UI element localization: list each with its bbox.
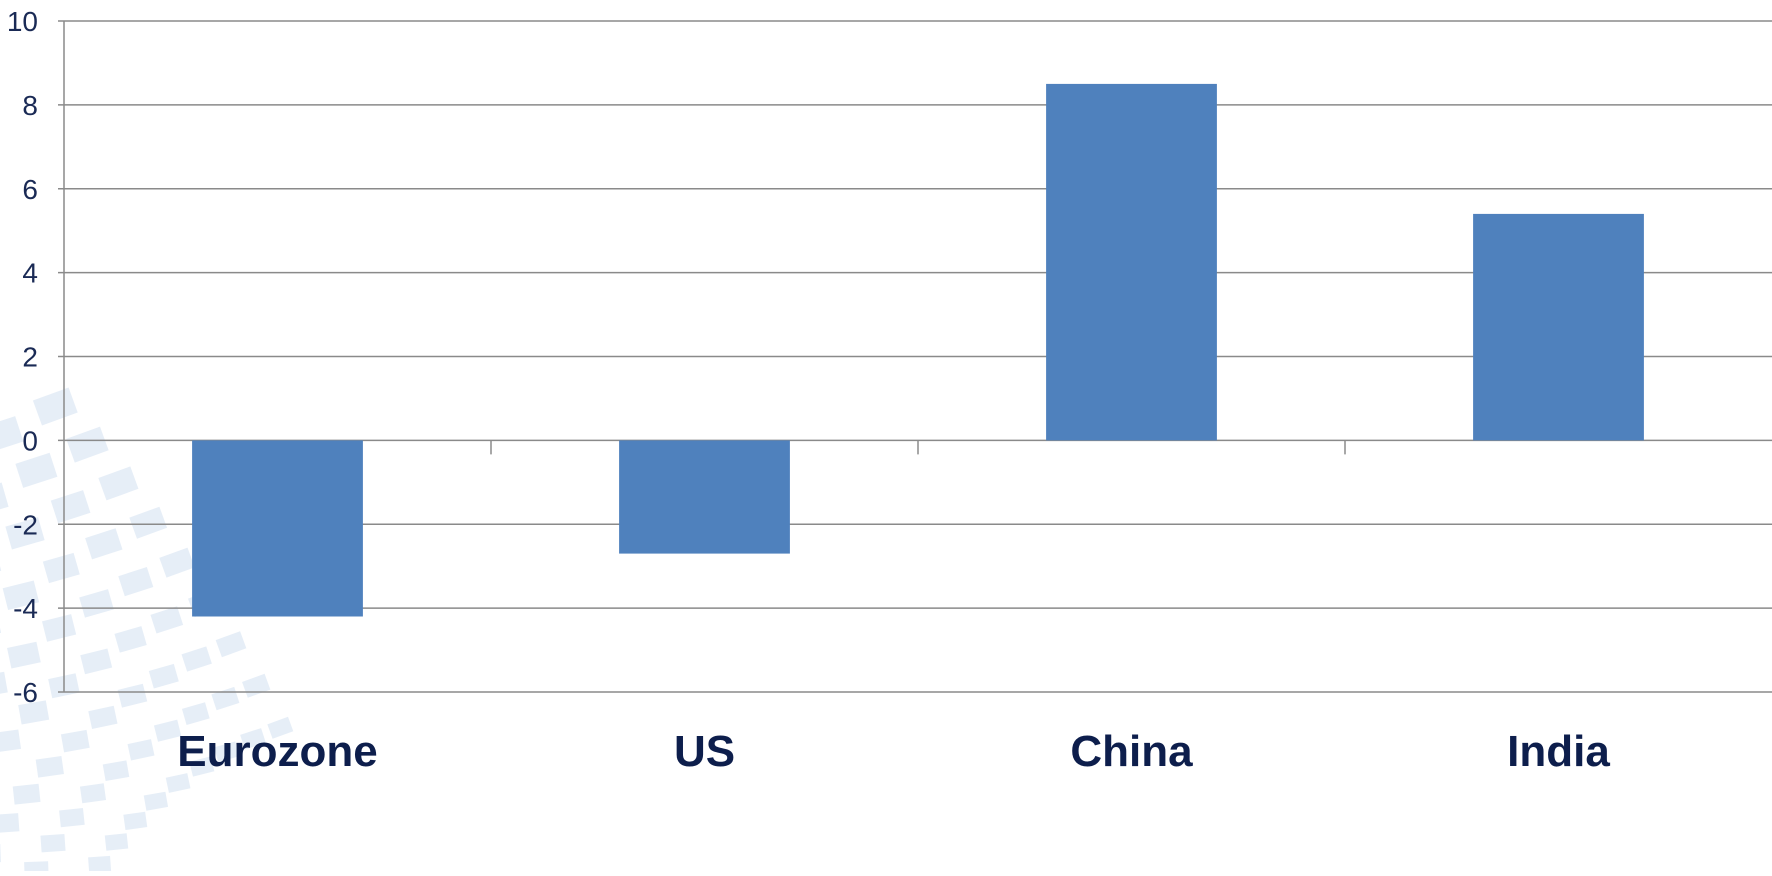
bars: [192, 83, 1644, 617]
pattern-tile: [123, 811, 148, 831]
pattern-tile: [80, 648, 113, 675]
pattern-tile: [129, 506, 168, 539]
pattern-tile: [79, 783, 107, 804]
x-category-labels: Eurozone US China India: [177, 727, 1610, 776]
pattern-tile: [59, 807, 85, 828]
y-tick-labels: 10 8 6 4 2 0 -2 -4 -6: [7, 6, 38, 708]
bar-eurozone: [192, 440, 363, 617]
pattern-tile: [60, 729, 90, 753]
pattern-tile: [150, 606, 184, 634]
pattern-tile: [102, 760, 130, 782]
pattern-tile: [88, 705, 118, 730]
pattern-tile: [214, 741, 240, 763]
pattern-tile: [79, 589, 114, 618]
pattern-tile: [118, 566, 154, 597]
pattern-tile: [267, 716, 294, 739]
pattern-tile: [215, 631, 247, 658]
pattern-tile: [32, 387, 78, 426]
y-tick-label: 4: [22, 258, 38, 289]
pattern-tile: [15, 452, 58, 488]
x-category-label: Eurozone: [177, 727, 377, 776]
pattern-tile: [181, 646, 212, 672]
pattern-tile: [24, 861, 49, 876]
y-tick-label: -4: [13, 593, 38, 624]
bar-india: [1473, 213, 1644, 441]
bar-china: [1046, 83, 1217, 441]
pattern-tile: [50, 490, 91, 524]
pattern-tile: [42, 614, 77, 642]
pattern-tile: [165, 773, 191, 793]
pattern-tile: [0, 671, 8, 698]
pattern-tile: [127, 739, 155, 761]
x-category-label: China: [1070, 727, 1193, 776]
pattern-tile: [0, 843, 1, 864]
pattern-tile: [117, 683, 148, 708]
pattern-tile: [0, 416, 24, 454]
y-tick-label: 6: [22, 174, 38, 205]
x-category-label: US: [674, 727, 735, 776]
pattern-tile: [85, 528, 123, 560]
pattern-tile: [0, 610, 2, 640]
y-tick-label: -6: [13, 677, 38, 708]
pattern-tile: [153, 719, 182, 742]
pattern-tile: [35, 755, 64, 778]
pattern-tile: [240, 728, 266, 750]
pattern-tile: [0, 482, 9, 517]
pattern-tile: [0, 813, 20, 834]
pattern-tile: [114, 626, 147, 653]
y-tick-label: -2: [13, 509, 38, 540]
y-tick-label: 2: [22, 342, 38, 373]
pattern-tile: [0, 547, 2, 579]
pattern-tile: [66, 426, 109, 463]
pattern-tile: [40, 833, 66, 853]
axes: [63, 21, 1346, 692]
pattern-tile: [148, 663, 179, 689]
x-category-label: India: [1507, 727, 1610, 776]
y-tick-label: 8: [22, 90, 38, 121]
pattern-tile: [104, 833, 129, 851]
pattern-tile: [181, 702, 210, 725]
pattern-tile: [42, 552, 80, 584]
pattern-tile: [5, 517, 45, 550]
pattern-tile: [18, 700, 50, 725]
pattern-tile: [0, 729, 22, 753]
bar-us: [619, 440, 790, 554]
pattern-tile: [2, 580, 40, 610]
pattern-tile: [159, 547, 195, 578]
pattern-tile: [88, 855, 112, 873]
y-tick-label: 0: [22, 425, 38, 456]
pattern-tile: [98, 466, 139, 501]
y-tick-label: 10: [7, 6, 38, 37]
pattern-tile: [143, 791, 169, 811]
pattern-tile: [211, 686, 240, 711]
pattern-tile: [7, 641, 41, 669]
pattern-tile: [242, 673, 271, 698]
pattern-tile: [189, 756, 215, 777]
pattern-tile: [12, 783, 41, 805]
